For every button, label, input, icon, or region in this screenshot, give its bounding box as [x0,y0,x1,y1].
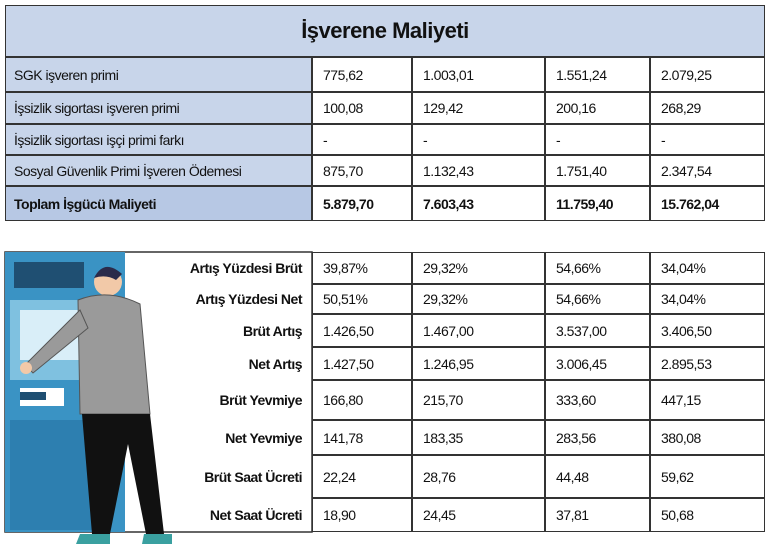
value-cell: 1.551,24 [545,57,650,92]
value-cell: 59,62 [650,455,765,498]
value-cell: 1.003,01 [412,57,545,92]
row-label: Toplam İşgücü Maliyeti [5,186,312,221]
value-cell: 54,66% [545,284,650,314]
value-cell: 29,32% [412,252,545,284]
value-cell: 2.347,54 [650,155,765,186]
value-cell: 1.427,50 [312,347,412,380]
value-cell: 5.879,70 [312,186,412,221]
value-cell: 28,76 [412,455,545,498]
value-cell: 22,24 [312,455,412,498]
value-cell: - [412,124,545,155]
value-cell: 3.537,00 [545,314,650,347]
row-label: SGK işveren primi [5,57,312,92]
value-cell: 2.079,25 [650,57,765,92]
row-label: Sosyal Güvenlik Primi İşveren Ödemesi [5,155,312,186]
value-cell: 1.751,40 [545,155,650,186]
value-cell: 183,35 [412,420,545,455]
value-cell: 1.467,00 [412,314,545,347]
value-cell: 24,45 [412,498,545,532]
value-cell: 1.132,43 [412,155,545,186]
value-cell: 1.426,50 [312,314,412,347]
value-cell: 333,60 [545,380,650,420]
value-cell: 18,90 [312,498,412,532]
value-cell: 54,66% [545,252,650,284]
value-cell: 50,68 [650,498,765,532]
value-cell: 34,04% [650,284,765,314]
value-cell: 1.246,95 [412,347,545,380]
value-cell: 775,62 [312,57,412,92]
value-cell: 44,48 [545,455,650,498]
row-label: Net Artış [248,355,303,372]
value-cell: - [545,124,650,155]
value-cell: 15.762,04 [650,186,765,221]
value-cell: 39,87% [312,252,412,284]
value-cell: 34,04% [650,252,765,284]
row-label: Brüt Yevmiye [219,392,303,408]
row-label: Brüt Artış [242,322,303,339]
value-cell: 129,42 [412,92,545,124]
value-cell: 100,08 [312,92,412,124]
value-cell: 29,32% [412,284,545,314]
row-label: İşsizlik sigortası işveren primi [5,92,312,124]
value-cell: 447,15 [650,380,765,420]
row-label: Artış Yüzdesi Brüt [189,260,303,276]
value-cell: 37,81 [545,498,650,532]
value-cell: 200,16 [545,92,650,124]
value-cell: 2.895,53 [650,347,765,380]
row-label: Artış Yüzdesi Net [195,291,303,307]
row-label: Net Yevmiye [225,429,302,446]
value-cell: 380,08 [650,420,765,455]
value-cell: 3.006,45 [545,347,650,380]
value-cell: 166,80 [312,380,412,420]
value-cell: 50,51% [312,284,412,314]
value-cell: - [312,124,412,155]
value-cell: 7.603,43 [412,186,545,221]
table-title: İşverene Maliyeti [5,5,765,57]
value-cell: 215,70 [412,380,545,420]
row-label: Net Saat Ücreti [209,507,303,523]
value-cell: 283,56 [545,420,650,455]
row-label: İşsizlik sigortası işçi primi farkı [5,124,312,155]
value-cell: - [650,124,765,155]
value-cell: 11.759,40 [545,186,650,221]
value-cell: 141,78 [312,420,412,455]
row-label: Brüt Saat Ücreti [204,468,302,485]
value-cell: 875,70 [312,155,412,186]
value-cell: 3.406,50 [650,314,765,347]
value-cell: 268,29 [650,92,765,124]
